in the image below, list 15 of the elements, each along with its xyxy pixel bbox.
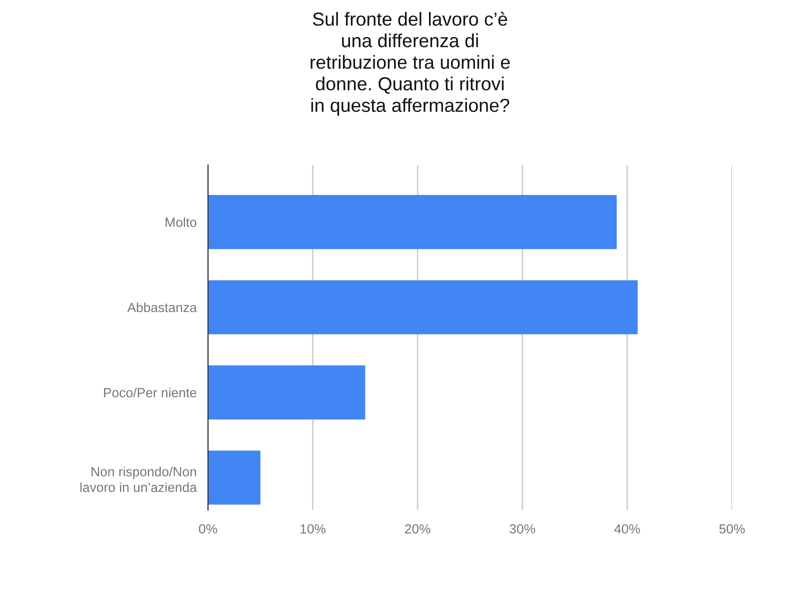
y-tick-label: Poco/Per niente <box>104 388 196 398</box>
y-tick-label: Molto <box>166 217 196 227</box>
x-tick-label: 10% <box>300 524 326 534</box>
y-tick-label: Non rispondo/Non lavoro in un’azienda <box>80 466 197 492</box>
x-tick-label: 0% <box>198 524 218 534</box>
bar <box>208 365 366 420</box>
x-tick-label: 20% <box>405 524 430 534</box>
bar <box>208 450 260 505</box>
chart-title: Sul fronte del lavoro c’è una differenza di retribuzione tra uomini e donne. Quanto ti ritrovi in questa affermazione? <box>310 12 510 116</box>
x-tick-label: 40% <box>614 524 640 534</box>
y-tick-label: Abbastanza <box>127 302 197 312</box>
bar <box>208 195 617 250</box>
x-tick-label: 50% <box>719 524 745 534</box>
bar <box>208 280 638 334</box>
x-tick-label: 30% <box>510 524 536 534</box>
